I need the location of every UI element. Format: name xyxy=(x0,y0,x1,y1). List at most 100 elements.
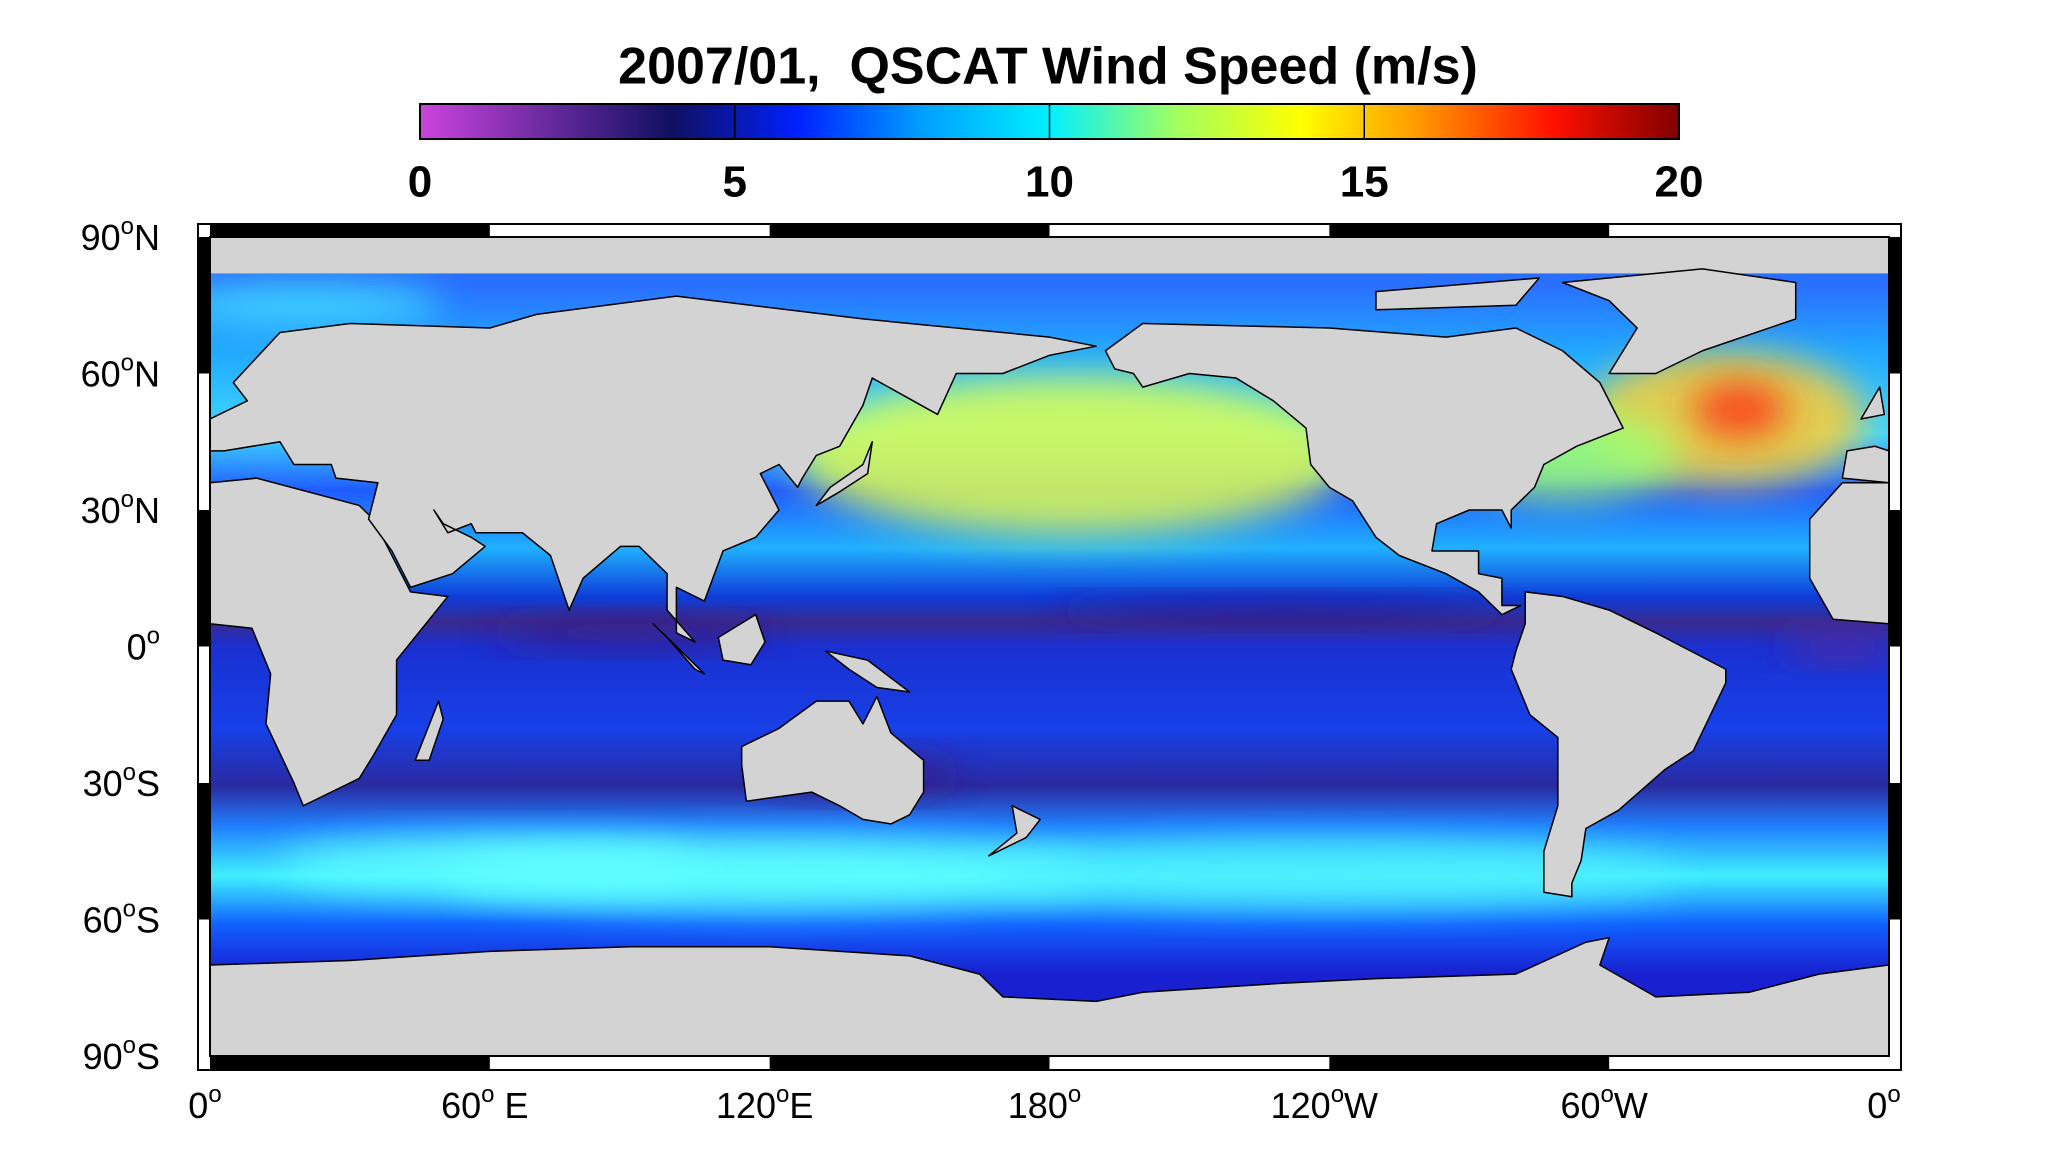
land xyxy=(210,936,1889,1056)
land xyxy=(210,477,449,807)
lon-label: 60o E xyxy=(441,1081,528,1126)
label-number: 90 xyxy=(81,217,121,258)
frame-bar xyxy=(1889,783,1901,920)
land xyxy=(652,623,706,675)
land xyxy=(824,650,911,693)
land xyxy=(740,695,925,825)
frame-bar xyxy=(769,1056,1050,1070)
map-frame xyxy=(197,223,1902,1071)
label-suffix: N xyxy=(134,490,160,531)
degree-symbol: o xyxy=(123,896,136,923)
land xyxy=(815,441,874,507)
wind-field xyxy=(279,837,700,893)
degree-symbol: o xyxy=(1068,1081,1081,1108)
land xyxy=(1808,481,1889,625)
land xyxy=(1841,445,1889,484)
wind-field xyxy=(1049,598,1516,622)
label-number: 60 xyxy=(83,900,123,941)
land xyxy=(1375,277,1540,311)
wind-field xyxy=(979,842,1680,906)
frame-bar xyxy=(198,237,210,374)
degree-symbol: o xyxy=(121,350,134,377)
polar-cap xyxy=(210,237,1889,274)
frame-bar xyxy=(210,224,490,237)
label-suffix: N xyxy=(134,217,160,258)
lon-label: 0o xyxy=(1867,1081,1900,1126)
lon-label: 120oE xyxy=(716,1081,813,1126)
wind-field xyxy=(489,619,770,647)
degree-symbol: o xyxy=(1331,1081,1344,1108)
label-number: 120 xyxy=(716,1085,776,1126)
degree-symbol: o xyxy=(123,759,136,786)
frame-bar xyxy=(1889,237,1901,374)
label-number: 0 xyxy=(127,627,147,668)
lon-label: 120oW xyxy=(1271,1081,1378,1126)
degree-symbol: o xyxy=(481,1081,494,1108)
label-suffix: W xyxy=(1614,1085,1648,1126)
lat-label: 90oN xyxy=(81,213,160,258)
land xyxy=(1510,591,1727,898)
label-number: 60 xyxy=(1560,1085,1600,1126)
lat-label: 90oS xyxy=(83,1032,160,1077)
frame-bar xyxy=(769,224,1050,237)
frame-bar xyxy=(210,1056,490,1070)
frame-bar xyxy=(198,510,210,647)
frame-bar xyxy=(1329,224,1610,237)
label-number: 30 xyxy=(81,490,121,531)
map-area xyxy=(210,237,1889,1056)
label-number: 0 xyxy=(188,1085,208,1126)
colorbar-tick-label: 20 xyxy=(1655,158,1704,207)
label-number: 30 xyxy=(83,763,123,804)
degree-symbol: o xyxy=(776,1081,789,1108)
label-suffix: W xyxy=(1344,1085,1378,1126)
wind-field xyxy=(1784,632,1889,661)
map-title: 2007/01, QSCAT Wind Speed (m/s) xyxy=(618,38,1478,96)
land xyxy=(1561,268,1797,375)
land xyxy=(414,700,444,761)
degree-symbol: o xyxy=(1601,1081,1614,1108)
frame-bar xyxy=(1889,510,1901,647)
degree-symbol: o xyxy=(123,1032,136,1059)
lat-label: 30oN xyxy=(81,486,160,531)
label-suffix: E xyxy=(495,1085,529,1126)
wind-field xyxy=(1693,382,1787,438)
land xyxy=(717,613,766,666)
lat-label: 0o xyxy=(127,623,160,668)
lat-label: 60oN xyxy=(81,350,160,395)
degree-symbol: o xyxy=(208,1081,221,1108)
land xyxy=(1860,386,1886,420)
lat-label: 60oS xyxy=(83,896,160,941)
colorbar-tick-label: 15 xyxy=(1340,158,1389,207)
colorbar-tick-label: 0 xyxy=(408,158,432,207)
label-number: 60 xyxy=(441,1085,481,1126)
colorbar: 0 5 10 15 20 xyxy=(408,103,1704,207)
label-number: 180 xyxy=(1008,1085,1068,1126)
degree-symbol: o xyxy=(1887,1081,1900,1108)
label-suffix: S xyxy=(136,1036,160,1077)
degree-symbol: o xyxy=(121,213,134,240)
label-suffix: S xyxy=(136,900,160,941)
land xyxy=(988,805,1041,857)
label-number: 90 xyxy=(83,1036,123,1077)
land xyxy=(1104,322,1624,616)
land xyxy=(210,295,1097,643)
lon-label: 60oW xyxy=(1560,1081,1647,1126)
label-suffix: S xyxy=(136,763,160,804)
frame-bar xyxy=(1329,1056,1610,1070)
lon-label: 0o xyxy=(188,1081,221,1126)
label-suffix: N xyxy=(134,354,160,395)
lon-label: 180o xyxy=(1008,1081,1081,1126)
label-number: 60 xyxy=(81,354,121,395)
lat-label: 30oS xyxy=(83,759,160,804)
wind-field xyxy=(210,282,444,328)
degree-symbol: o xyxy=(121,486,134,513)
label-number: 120 xyxy=(1271,1085,1331,1126)
label-number: 0 xyxy=(1867,1085,1887,1126)
colorbar-tick-label: 5 xyxy=(723,158,747,207)
colorbar-tick-label: 10 xyxy=(1025,158,1074,207)
degree-symbol: o xyxy=(147,623,160,650)
label-suffix: E xyxy=(789,1085,813,1126)
wind-field xyxy=(792,375,1353,536)
